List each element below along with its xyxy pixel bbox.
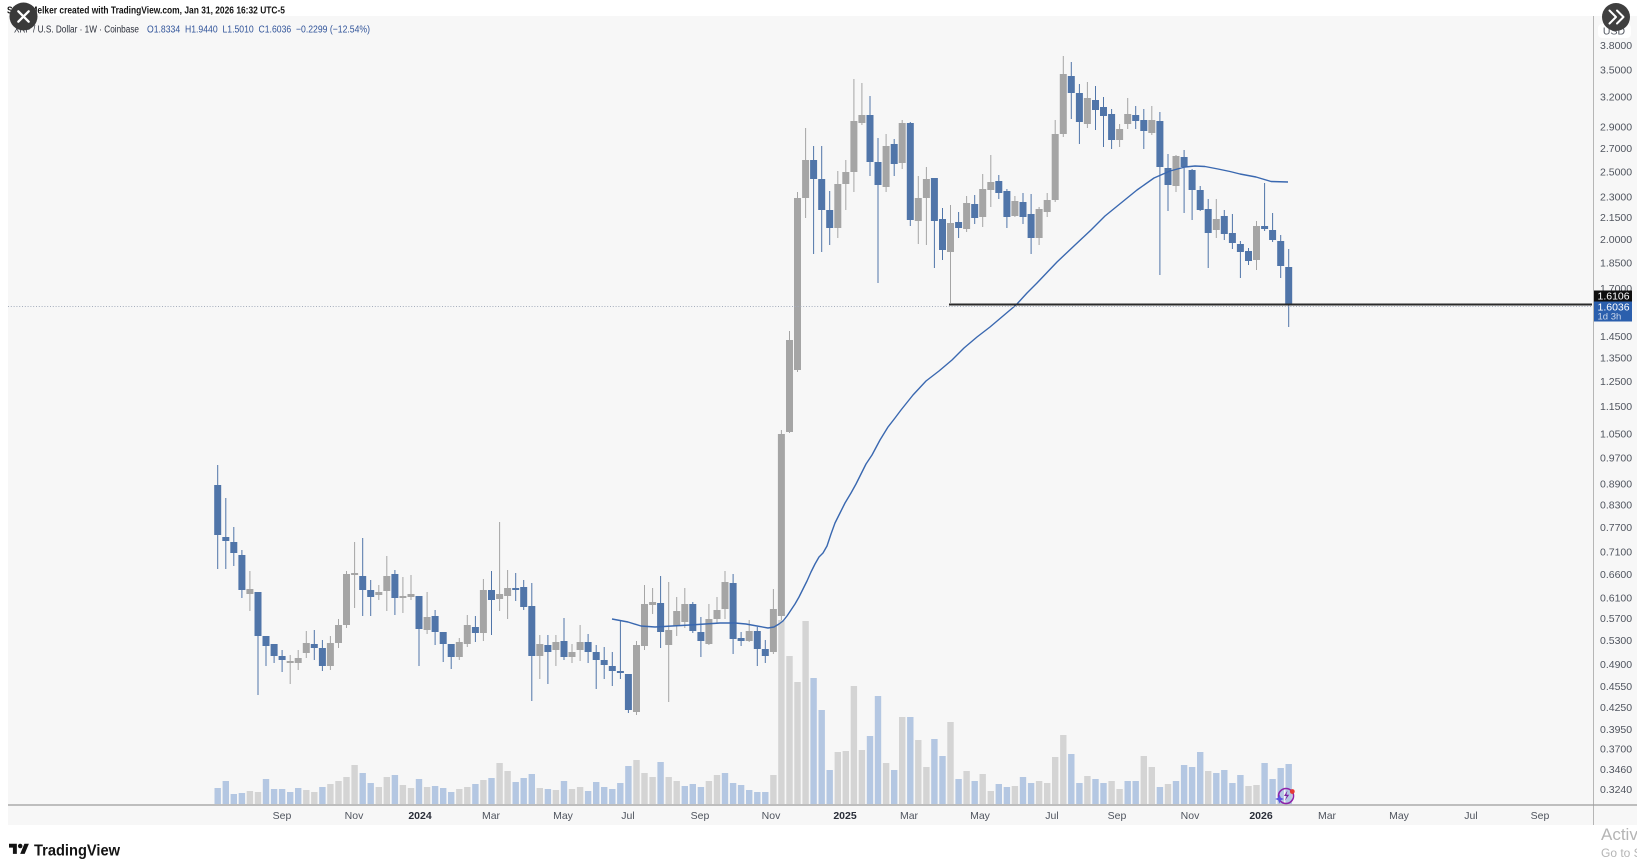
svg-text:XRP / U.S. Dollar · 1W · Coinb: XRP / U.S. Dollar · 1W · Coinbase [14, 25, 139, 36]
svg-text:Nov: Nov [1181, 810, 1200, 822]
svg-text:0.3240: 0.3240 [1600, 784, 1632, 796]
svg-text:Jul: Jul [1464, 810, 1477, 822]
svg-text:3.2000: 3.2000 [1600, 92, 1632, 104]
svg-text:O1.8334 H1.9440 L1.5010 C1.: O1.8334 H1.9440 L1.5010 C1.6036 −0.2299 … [147, 25, 370, 36]
svg-text:1.6036: 1.6036 [1598, 302, 1630, 314]
svg-text:0.3460: 0.3460 [1600, 764, 1632, 776]
svg-text:0.8900: 0.8900 [1600, 478, 1632, 490]
svg-text:0.9700: 0.9700 [1600, 452, 1632, 464]
svg-text:0.3700: 0.3700 [1600, 744, 1632, 756]
svg-text:2025: 2025 [833, 810, 857, 822]
svg-text:Mar: Mar [482, 810, 501, 822]
svg-text:1.0500: 1.0500 [1600, 429, 1632, 441]
svg-text:Sep: Sep [273, 810, 292, 822]
svg-text:1d 3h: 1d 3h [1598, 312, 1622, 323]
svg-text:0.7700: 0.7700 [1600, 522, 1632, 534]
svg-text:Go to Set: Go to Set [1601, 846, 1637, 860]
svg-text:May: May [970, 810, 991, 822]
svg-text:1.6106: 1.6106 [1598, 291, 1630, 303]
svg-text:2.9000: 2.9000 [1600, 122, 1632, 134]
svg-text:3.8000: 3.8000 [1600, 40, 1632, 52]
svg-text:0.4250: 0.4250 [1600, 702, 1632, 714]
svg-text:2026: 2026 [1249, 810, 1273, 822]
svg-text:1.8500: 1.8500 [1600, 257, 1632, 269]
svg-text:0.7100: 0.7100 [1600, 547, 1632, 559]
svg-text:Sep: Sep [1108, 810, 1127, 822]
svg-text:1.4500: 1.4500 [1600, 331, 1632, 343]
svg-text:Scott Melker created with Trad: Scott Melker created with TradingView.co… [7, 6, 285, 17]
svg-text:Mar: Mar [1318, 810, 1337, 822]
svg-text:Nov: Nov [345, 810, 364, 822]
svg-text:2.1500: 2.1500 [1600, 212, 1632, 224]
svg-text:0.6100: 0.6100 [1600, 593, 1632, 605]
svg-text:Jul: Jul [1045, 810, 1058, 822]
svg-text:2.3000: 2.3000 [1600, 192, 1632, 204]
svg-text:2.0000: 2.0000 [1600, 234, 1632, 246]
svg-text:May: May [1389, 810, 1410, 822]
svg-text:0.3950: 0.3950 [1600, 724, 1632, 736]
svg-text:0.4900: 0.4900 [1600, 659, 1632, 671]
svg-text:0.4550: 0.4550 [1600, 681, 1632, 693]
svg-text:Sep: Sep [691, 810, 710, 822]
svg-text:2.5000: 2.5000 [1600, 166, 1632, 178]
svg-text:2024: 2024 [408, 810, 432, 822]
svg-text:1.1500: 1.1500 [1600, 401, 1632, 413]
svg-text:0.5300: 0.5300 [1600, 635, 1632, 647]
svg-text:2.7000: 2.7000 [1600, 143, 1632, 155]
svg-text:Nov: Nov [762, 810, 781, 822]
svg-text:Activate W: Activate W [1601, 825, 1637, 844]
svg-text:TradingView: TradingView [34, 843, 121, 860]
svg-text:May: May [553, 810, 574, 822]
svg-text:1.2500: 1.2500 [1600, 376, 1632, 388]
svg-text:0.8300: 0.8300 [1600, 500, 1632, 512]
svg-text:Jul: Jul [621, 810, 634, 822]
svg-text:Mar: Mar [900, 810, 919, 822]
svg-text:0.6600: 0.6600 [1600, 569, 1632, 581]
svg-text:1.3500: 1.3500 [1600, 353, 1632, 365]
svg-text:0.5700: 0.5700 [1600, 613, 1632, 625]
svg-text:Sep: Sep [1531, 810, 1550, 822]
svg-text:3.5000: 3.5000 [1600, 65, 1632, 77]
